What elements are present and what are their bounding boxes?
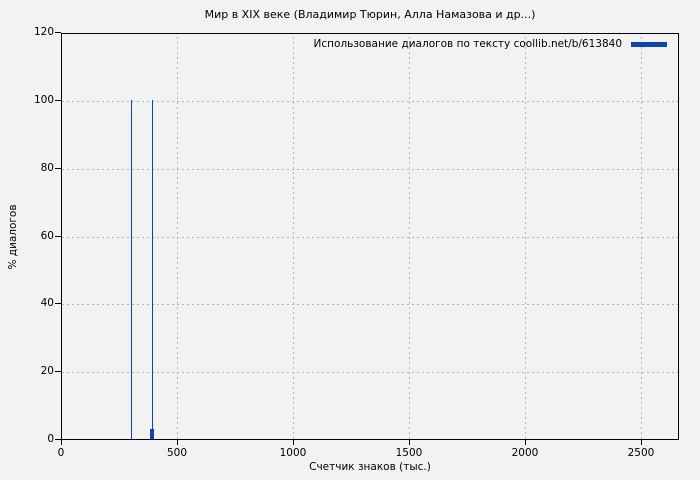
- x-tick-mark: [176, 439, 178, 445]
- x-gridline: [292, 34, 294, 439]
- x-tick-label: 0: [57, 447, 65, 459]
- y-tick-mark: [55, 303, 61, 305]
- x-tick-mark: [292, 439, 294, 445]
- x-gridline: [408, 34, 410, 439]
- y-tick-mark: [55, 99, 61, 101]
- x-tick-mark: [524, 439, 526, 445]
- x-tick-label: 1000: [279, 447, 307, 459]
- plot-area: Использование диалогов по тексту coollib…: [61, 33, 679, 440]
- data-bar: [149, 428, 154, 439]
- y-tick-label: 20: [40, 365, 54, 378]
- y-tick-mark: [55, 371, 61, 373]
- legend-line-swatch: [631, 41, 667, 47]
- y-tick-mark: [55, 439, 61, 440]
- y-gridline: [62, 100, 678, 102]
- x-tick-mark: [61, 439, 62, 445]
- y-gridline: [62, 168, 678, 170]
- x-tick-mark: [408, 439, 410, 445]
- y-gridline: [62, 372, 678, 374]
- y-gridline: [62, 304, 678, 306]
- x-tick-label: 2000: [511, 447, 539, 459]
- x-gridline: [524, 34, 526, 439]
- legend: Использование диалогов по тексту coollib…: [314, 38, 667, 50]
- y-tick-label: 120: [33, 26, 54, 38]
- data-bar: [130, 99, 133, 439]
- x-gridline: [176, 34, 178, 439]
- x-tick-label: 1500: [395, 447, 423, 459]
- x-tick-label: 2500: [627, 447, 655, 459]
- x-axis-label: Счетчик знаков (тыс.): [309, 461, 431, 473]
- chart-title: Мир в XIX веке (Владимир Тюрин, Алла Нам…: [204, 8, 536, 21]
- y-tick-label: 0: [47, 433, 54, 445]
- y-tick-mark: [55, 32, 61, 33]
- legend-label: Использование диалогов по тексту coollib…: [313, 38, 622, 50]
- data-bar: [151, 99, 154, 439]
- y-tick-label: 40: [40, 297, 54, 310]
- y-gridline: [62, 236, 678, 238]
- y-tick-label: 60: [40, 229, 54, 242]
- y-tick-label: 80: [40, 161, 54, 174]
- x-gridline: [640, 34, 642, 439]
- y-tick-label: 100: [33, 93, 54, 106]
- y-tick-mark: [55, 167, 61, 169]
- x-tick-mark: [640, 439, 642, 445]
- y-tick-mark: [55, 235, 61, 237]
- x-tick-label: 500: [166, 447, 187, 459]
